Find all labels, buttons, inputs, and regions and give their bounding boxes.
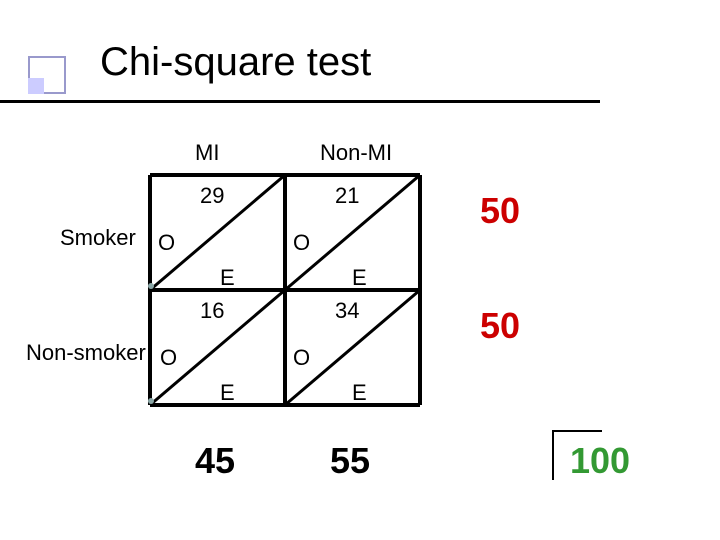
cell-value: 34	[335, 298, 359, 324]
row-marginal: 50	[480, 305, 520, 347]
observed-label: O	[293, 345, 310, 371]
gt-bracket-h	[552, 430, 602, 432]
expected-label: E	[220, 265, 235, 291]
cell-value: 16	[200, 298, 224, 324]
contingency-table	[146, 171, 424, 409]
col-total: 55	[330, 440, 370, 482]
row-header: Non-smoker	[26, 340, 146, 366]
col-header: MI	[195, 140, 219, 166]
expected-label: E	[352, 265, 367, 291]
row-header: Smoker	[60, 225, 136, 251]
observed-label: O	[293, 230, 310, 256]
row-dot	[148, 398, 154, 404]
bullet-inner	[28, 78, 44, 94]
page-title: Chi-square test	[100, 40, 371, 85]
row-dot	[148, 283, 154, 289]
row-marginal: 50	[480, 190, 520, 232]
gt-bracket-v	[552, 430, 554, 480]
col-header: Non-MI	[320, 140, 392, 166]
expected-label: E	[220, 380, 235, 406]
grand-total: 100	[570, 440, 630, 482]
col-total: 45	[195, 440, 235, 482]
cell-value: 29	[200, 183, 224, 209]
title-underline	[0, 100, 600, 103]
observed-label: O	[160, 345, 177, 371]
cell-value: 21	[335, 183, 359, 209]
expected-label: E	[352, 380, 367, 406]
observed-label: O	[158, 230, 175, 256]
